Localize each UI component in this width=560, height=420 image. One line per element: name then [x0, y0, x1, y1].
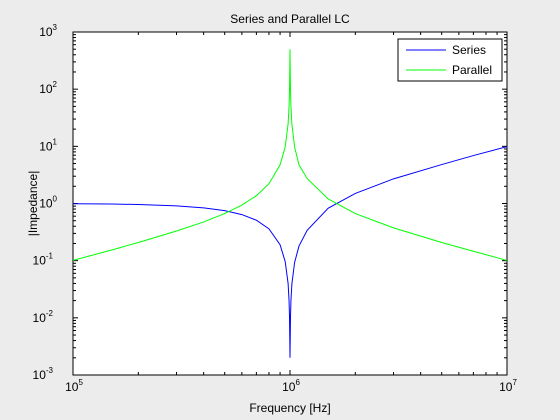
axis-ticks [72, 31, 508, 376]
y-tick-label-exponent: -3 [46, 366, 54, 375]
y-tick-label-exponent: 0 [53, 195, 58, 204]
x-tick-label-exponent: 7 [512, 378, 517, 387]
y-tick-label-base: 10 [33, 368, 47, 382]
y-tick-label-base: 10 [39, 25, 53, 39]
y-tick-label-base: 10 [39, 139, 53, 153]
y-tick-label-base: 10 [39, 82, 53, 96]
y-tick-label: 100 [39, 195, 57, 211]
y-tick-label: 102 [39, 80, 57, 96]
x-tick-label: 105 [65, 378, 83, 394]
y-tick-label-base: 10 [33, 311, 47, 325]
y-tick-label: 10-3 [33, 366, 54, 382]
y-axis-label: |Impedance| [26, 171, 40, 237]
x-tick-label-base: 10 [282, 380, 296, 394]
y-tick-label: 10-1 [33, 252, 54, 268]
x-tick-label: 106 [282, 378, 300, 394]
y-tick-label-exponent: -2 [46, 309, 54, 318]
x-tick-label-base: 10 [499, 380, 513, 394]
y-tick-label-base: 10 [39, 197, 53, 211]
y-tick-label-base: 10 [33, 254, 47, 268]
legend-label-series: Series [452, 43, 486, 57]
chart-title: Series and Parallel LC [230, 12, 350, 26]
y-tick-label: 101 [39, 137, 57, 153]
x-tick-label-exponent: 5 [78, 378, 83, 387]
y-tick-label-exponent: 3 [53, 23, 58, 32]
y-tick-label-exponent: -1 [46, 252, 54, 261]
series-lines [72, 49, 508, 358]
y-tick-label-exponent: 2 [53, 80, 58, 89]
y-tick-label: 10-2 [33, 309, 54, 325]
series-line-parallel [72, 49, 508, 261]
x-tick-label-exponent: 6 [295, 378, 300, 387]
legend-label-parallel: Parallel [452, 63, 492, 77]
x-tick-label: 107 [499, 378, 517, 394]
series-line-series [72, 146, 508, 358]
x-tick-label-base: 10 [65, 380, 79, 394]
legend-box [397, 38, 503, 82]
x-axis-label: Frequency [Hz] [249, 401, 330, 415]
y-tick-label: 103 [39, 23, 57, 39]
y-tick-label-exponent: 1 [53, 137, 58, 146]
legend: Series Parallel [397, 38, 503, 82]
